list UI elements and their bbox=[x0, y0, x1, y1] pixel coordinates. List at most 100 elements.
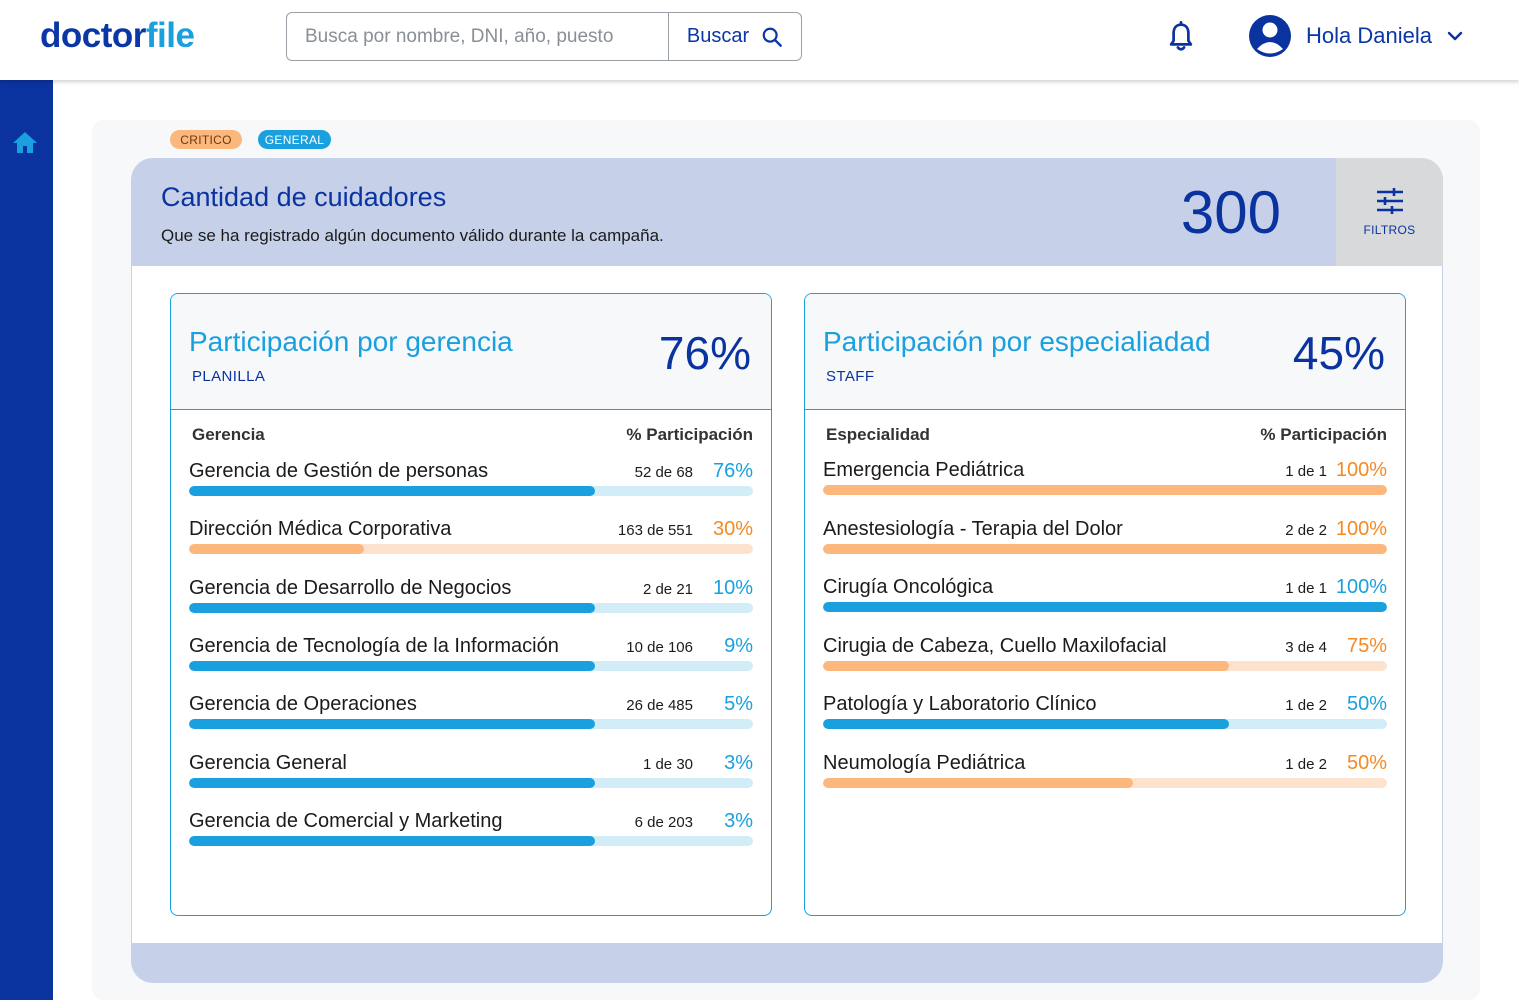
progress-track bbox=[823, 543, 1387, 554]
row-count: 3 de 4 bbox=[1285, 638, 1327, 656]
row-label: Cirugia de Cabeza, Cuello Maxilofacial bbox=[823, 634, 1167, 657]
caregivers-total: 300 bbox=[1180, 179, 1281, 246]
panel-especialidad-subtitle: STAFF bbox=[826, 368, 875, 385]
panel-especialidad-percent: 45% bbox=[1292, 327, 1385, 379]
progress-track bbox=[189, 719, 753, 730]
column-header-gerencia: Gerencia bbox=[192, 425, 265, 444]
panel-gerencia-header: Participación por gerencia PLANILLA 76% bbox=[171, 294, 771, 410]
progress-row[interactable]: Emergencia Pediátrica 1 de 1 100% bbox=[823, 459, 1387, 509]
row-label: Anestesiología - Terapia del Dolor bbox=[823, 517, 1123, 540]
row-percent: 50% bbox=[1346, 693, 1387, 715]
row-percent: 76% bbox=[712, 460, 753, 482]
column-header-especialidad: Especialidad bbox=[826, 425, 930, 444]
column-header-participacion: % Participación bbox=[1260, 425, 1387, 444]
progress-fill bbox=[189, 486, 596, 496]
search-input[interactable] bbox=[287, 13, 668, 60]
row-label: Gerencia de Gestión de personas bbox=[189, 460, 489, 482]
progress-row[interactable]: Anestesiología - Terapia del Dolor 2 de 2… bbox=[823, 518, 1387, 568]
row-count: 163 de 551 bbox=[617, 522, 693, 540]
progress-track bbox=[189, 602, 753, 613]
progress-track bbox=[189, 777, 753, 788]
doctorfile-logo[interactable]: doctorfile bbox=[40, 16, 195, 56]
search-icon bbox=[762, 27, 783, 47]
row-count: 6 de 203 bbox=[634, 813, 693, 831]
logo-main: doctor bbox=[40, 16, 146, 55]
progress-row[interactable]: Neumología Pediátrica 1 de 2 50% bbox=[823, 752, 1387, 802]
column-header-participacion: % Participación bbox=[626, 425, 753, 444]
progress-row[interactable]: Cirugía Oncológica 1 de 1 100% bbox=[823, 576, 1387, 626]
panel-gerencia: Participación por gerencia PLANILLA 76% … bbox=[170, 293, 772, 916]
progress-fill bbox=[189, 835, 596, 846]
row-count: 10 de 106 bbox=[626, 638, 693, 656]
user-menu[interactable]: Hola Daniela bbox=[1248, 14, 1464, 58]
card-subtitle: Que se ha registrado algún documento vál… bbox=[161, 226, 664, 245]
row-label: Gerencia de Operaciones bbox=[189, 693, 417, 716]
tag-general[interactable]: GENERAL bbox=[258, 130, 331, 149]
filters-label: FILTROS bbox=[1363, 223, 1416, 237]
row-count: 1 de 1 bbox=[1285, 580, 1327, 597]
progress-row[interactable]: Patología y Laboratorio Clínico 1 de 2 50% bbox=[823, 693, 1387, 743]
row-percent: 100% bbox=[1335, 459, 1387, 481]
row-percent: 3% bbox=[724, 809, 753, 832]
row-count: 1 de 2 bbox=[1285, 755, 1327, 773]
row-count: 26 de 485 bbox=[626, 697, 693, 715]
notifications-button[interactable] bbox=[1162, 18, 1200, 56]
progress-row[interactable]: Gerencia de Desarrollo de Negocios 2 de 2… bbox=[189, 577, 753, 627]
row-count: 1 de 30 bbox=[642, 755, 693, 773]
row-percent: 9% bbox=[724, 634, 753, 657]
progress-fill bbox=[823, 485, 1387, 495]
progress-fill bbox=[189, 544, 364, 555]
tag-critico[interactable]: CRITICO bbox=[170, 130, 242, 149]
row-percent: 30% bbox=[712, 518, 753, 541]
progress-track bbox=[823, 660, 1387, 671]
row-percent: 100% bbox=[1335, 576, 1387, 598]
progress-track bbox=[823, 602, 1387, 612]
row-count: 52 de 68 bbox=[634, 464, 693, 481]
progress-fill bbox=[189, 660, 596, 671]
row-label: Dirección Médica Corporativa bbox=[189, 518, 452, 541]
progress-track bbox=[823, 777, 1387, 788]
progress-fill bbox=[189, 719, 596, 730]
row-label: Cirugía Oncológica bbox=[823, 576, 994, 598]
filters-button[interactable]: FILTROS bbox=[1336, 158, 1443, 266]
row-count: 1 de 2 bbox=[1285, 697, 1327, 714]
progress-track bbox=[189, 835, 753, 846]
progress-row[interactable]: Dirección Médica Corporativa 163 de 551 30… bbox=[189, 518, 753, 568]
home-icon[interactable] bbox=[11, 129, 39, 155]
row-percent: 100% bbox=[1335, 517, 1387, 540]
chevron-down-icon bbox=[1447, 31, 1463, 41]
progress-track bbox=[189, 486, 753, 496]
row-percent: 75% bbox=[1346, 634, 1387, 657]
progress-track bbox=[823, 485, 1387, 495]
panel-especialidad-header: Participación por especialiadad STAFF 45… bbox=[805, 294, 1405, 410]
row-percent: 3% bbox=[724, 751, 753, 774]
search-button-label: Buscar bbox=[686, 25, 750, 47]
search-button[interactable]: Buscar bbox=[668, 13, 801, 60]
progress-row[interactable]: Cirugia de Cabeza, Cuello Maxilofacial 3 … bbox=[823, 635, 1387, 685]
card-title: Cantidad de cuidadores bbox=[161, 182, 447, 212]
row-percent: 5% bbox=[724, 693, 753, 716]
row-count: 2 de 2 bbox=[1285, 521, 1327, 539]
progress-track bbox=[189, 544, 753, 555]
panel-especialidad: Participación por especialiadad STAFF 45… bbox=[804, 293, 1406, 916]
progress-row[interactable]: Gerencia de Operaciones 26 de 485 5% bbox=[189, 693, 753, 743]
progress-row[interactable]: Gerencia de Comercial y Marketing 6 de 20… bbox=[189, 810, 753, 860]
row-label: Gerencia General bbox=[189, 751, 347, 774]
progress-row[interactable]: Gerencia de Tecnología de la Información… bbox=[189, 635, 753, 685]
panel-especialidad-title: Participación por especialiadad bbox=[823, 326, 1211, 357]
row-percent: 10% bbox=[712, 576, 753, 599]
progress-fill bbox=[823, 719, 1230, 729]
panel-gerencia-subtitle: PLANILLA bbox=[192, 368, 266, 385]
progress-row[interactable]: Gerencia General 1 de 30 3% bbox=[189, 752, 753, 802]
user-greeting: Hola Daniela bbox=[1306, 23, 1432, 48]
sidebar bbox=[0, 80, 53, 1000]
top-header: doctorfile Buscar Hola Daniela bbox=[0, 0, 1519, 80]
panel-gerencia-title: Participación por gerencia bbox=[189, 326, 513, 357]
progress-row[interactable]: Gerencia de Gestión de personas 52 de 68 7… bbox=[189, 460, 753, 510]
progress-fill bbox=[189, 602, 596, 613]
row-label: Gerencia de Desarrollo de Negocios bbox=[189, 576, 512, 599]
row-label: Gerencia de Comercial y Marketing bbox=[189, 809, 503, 832]
logo-accent: file bbox=[145, 16, 195, 55]
row-label: Emergencia Pediátrica bbox=[823, 459, 1025, 481]
progress-track bbox=[189, 660, 753, 671]
